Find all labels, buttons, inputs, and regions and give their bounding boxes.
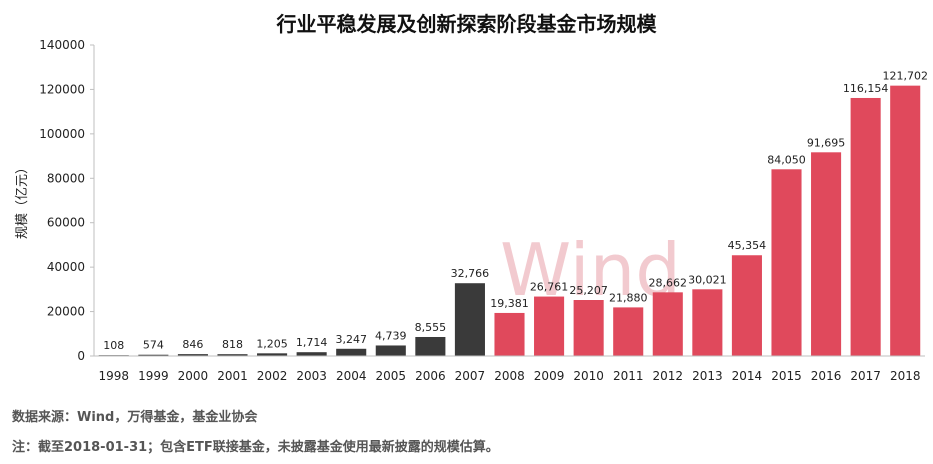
bar-2011 <box>613 307 644 356</box>
bar-2009 <box>534 296 565 356</box>
bar-2010 <box>573 300 604 356</box>
x-tick-label-2001: 2001 <box>217 369 248 383</box>
data-label-2007: 32,766 <box>451 267 490 280</box>
data-label-2016: 91,695 <box>807 136 846 149</box>
x-axis: 1998 1999 2000 2001 2002 2003 2004 2005 2006 2007… <box>94 355 925 383</box>
bar-2014 <box>731 255 762 356</box>
data-label-2005: 4,739 <box>375 329 407 342</box>
data-label-2002: 1,205 <box>256 337 288 350</box>
data-label-2015: 84,050 <box>767 153 806 166</box>
y-tick-label: 140000 <box>39 38 85 52</box>
data-label-2001: 818 <box>222 338 243 351</box>
x-tick-label-2003: 2003 <box>296 369 327 383</box>
y-tick-label: 60000 <box>47 216 85 230</box>
y-tick-label: 100000 <box>39 127 85 141</box>
bar-2018 <box>890 85 921 356</box>
bar-2017 <box>850 97 881 357</box>
chart-title: 行业平稳发展及创新探索阶段基金市场规模 <box>276 12 657 36</box>
data-label-2014: 45,354 <box>728 239 767 252</box>
x-tick-label-2006: 2006 <box>415 369 446 383</box>
bar-1999 <box>138 354 169 356</box>
data-label-1999: 574 <box>143 339 164 352</box>
data-label-2010: 25,207 <box>569 284 608 297</box>
x-tick-label-2012: 2012 <box>653 369 684 383</box>
data-labels: 108 574 846 818 1,205 1,714 3,247 4,739 8,555 32,… <box>103 70 928 353</box>
bar-2000 <box>177 354 208 356</box>
data-label-2017: 116,154 <box>843 82 889 95</box>
data-label-2000: 846 <box>182 338 203 351</box>
x-tick-label-2014: 2014 <box>732 369 763 383</box>
x-tick-label-2017: 2017 <box>850 369 881 383</box>
x-tick-label-2002: 2002 <box>257 369 288 383</box>
x-tick-label-2004: 2004 <box>336 369 367 383</box>
y-tick-label: 40000 <box>47 260 85 274</box>
bar-2016 <box>811 152 842 356</box>
bar-2013 <box>692 289 723 356</box>
footnote: 注：截至2018-01-31；包含ETF联接基金，未披露基金使用最新披露的规模估… <box>12 440 499 455</box>
x-tick-label-1999: 1999 <box>138 369 169 383</box>
y-tick-label: 20000 <box>47 305 85 319</box>
x-tick-label-2010: 2010 <box>573 369 604 383</box>
data-label-2008: 19,381 <box>490 297 529 310</box>
x-tick-label-1998: 1998 <box>99 369 130 383</box>
data-label-2012: 28,662 <box>649 276 688 289</box>
data-label-1998: 108 <box>103 339 124 352</box>
bar-2002 <box>257 353 288 356</box>
bar-2005 <box>375 345 406 356</box>
x-tick-label-2005: 2005 <box>376 369 407 383</box>
source-note: 数据来源：Wind，万得基金，基金业协会 <box>12 410 258 425</box>
bar-2003 <box>296 352 327 356</box>
bar-2001 <box>217 354 248 356</box>
bar-2004 <box>336 348 367 356</box>
x-tick-label-2008: 2008 <box>494 369 525 383</box>
x-tick-label-2016: 2016 <box>811 369 842 383</box>
bar-chart: Wind 0 20000 40000 60000 80000 100000 120000 14… <box>15 38 928 383</box>
data-label-2006: 8,555 <box>415 321 447 334</box>
x-tick-label-2009: 2009 <box>534 369 565 383</box>
bar-2012 <box>652 292 683 356</box>
data-label-2013: 30,021 <box>688 273 727 286</box>
x-tick-label-2018: 2018 <box>890 369 921 383</box>
bar-2008 <box>494 312 525 356</box>
bar-2006 <box>415 336 446 356</box>
bar-2007 <box>454 283 485 356</box>
watermark: Wind <box>500 228 681 312</box>
data-label-2003: 1,714 <box>296 336 328 349</box>
data-label-2009: 26,761 <box>530 281 569 294</box>
data-label-2018: 121,702 <box>882 70 928 83</box>
data-label-2004: 3,247 <box>335 333 367 346</box>
bar-2015 <box>771 169 802 356</box>
x-tick-label-2000: 2000 <box>178 369 209 383</box>
x-tick-label-2015: 2015 <box>771 369 802 383</box>
x-tick-label-2011: 2011 <box>613 369 644 383</box>
x-tick-label-2013: 2013 <box>692 369 723 383</box>
y-axis-label: 规模（亿元） <box>15 161 30 239</box>
y-tick-label: 120000 <box>39 82 85 96</box>
y-tick-label: 0 <box>77 349 85 363</box>
y-axis: 0 20000 40000 60000 80000 100000 120000 140000 <box>39 38 95 363</box>
bars <box>98 85 921 357</box>
y-tick-label: 80000 <box>47 171 85 185</box>
x-tick-label-2007: 2007 <box>455 369 486 383</box>
data-label-2011: 21,880 <box>609 291 648 304</box>
